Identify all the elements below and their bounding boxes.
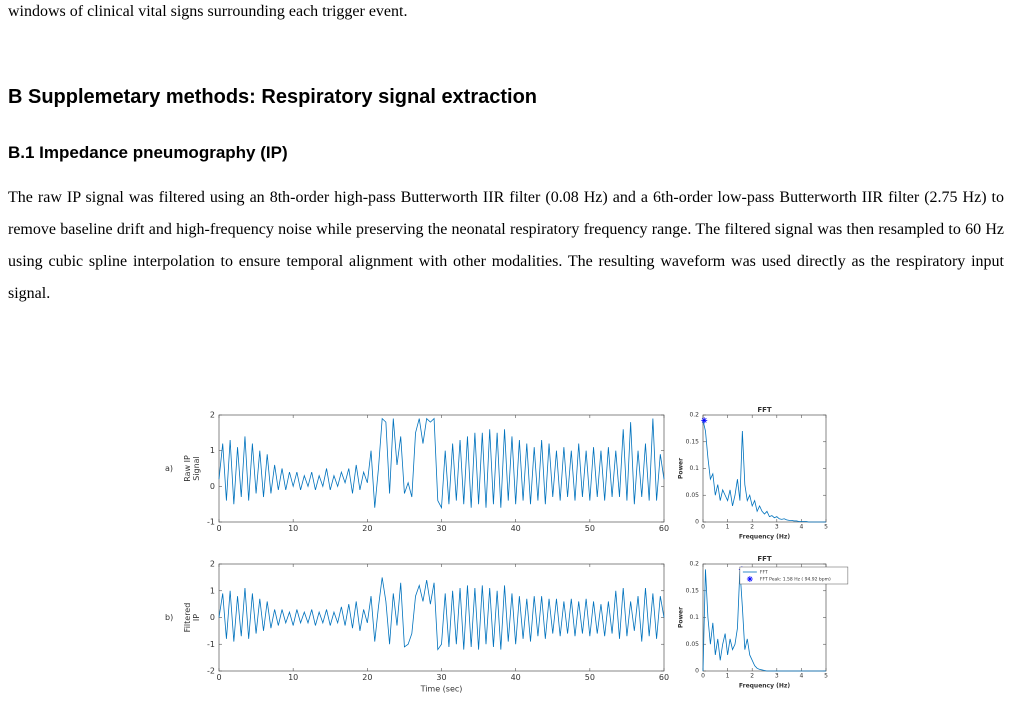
y-axis-label: Signal	[192, 456, 201, 481]
x-tick-label: 5	[824, 672, 828, 679]
peak-marker	[701, 417, 708, 424]
plot-area	[218, 563, 665, 672]
marker-stroke	[701, 417, 707, 423]
x-tick-label: 30	[436, 524, 446, 533]
x-tick-label: 1	[726, 672, 730, 679]
paragraph: The raw IP signal was filtered using an …	[8, 189, 1004, 302]
y-tick-label: -2	[207, 667, 215, 676]
x-tick-label: 3	[775, 672, 779, 679]
y-tick-label: 0.15	[686, 438, 700, 445]
x-tick-label: 3	[775, 523, 779, 530]
y-tick-label: 1	[210, 446, 215, 455]
panel-label: a)	[165, 464, 173, 473]
x-tick-label: 10	[288, 524, 298, 533]
y-tick-label: -1	[207, 518, 215, 527]
series-line	[218, 577, 665, 651]
x-tick-label: 50	[585, 673, 595, 682]
x-tick-label: 2	[750, 672, 754, 679]
y-tick-label: 0.2	[689, 561, 699, 568]
x-tick-label: 10	[288, 673, 298, 682]
x-tick-label: 4	[799, 672, 803, 679]
y-tick-label: 2	[210, 560, 215, 569]
y-tick-label: 0	[695, 519, 699, 526]
x-tick-label: 40	[511, 673, 521, 682]
series-line	[702, 569, 826, 672]
y-tick-label: -1	[207, 640, 215, 649]
x-axis-label: Frequency (Hz)	[739, 683, 790, 690]
subsection-heading: B.1 Impedance pneumography (IP)	[8, 143, 288, 162]
chart-title: FFT	[757, 406, 772, 414]
y-tick-label: 0	[695, 668, 699, 675]
y-axis-label: Power	[678, 607, 685, 628]
y-tick-label: 0.05	[686, 492, 700, 499]
series-line	[702, 420, 826, 523]
x-tick-label: 20	[362, 524, 372, 533]
x-tick-label: 20	[362, 673, 372, 682]
plot-area	[702, 414, 827, 523]
y-tick-label: 1	[210, 586, 215, 595]
lead-text: windows of clinical vital signs surround…	[8, 3, 408, 20]
x-axis-label: Frequency (Hz)	[739, 534, 790, 541]
x-tick-label: 1	[726, 523, 730, 530]
chart-title: FFT	[757, 555, 772, 563]
y-axis-label: Raw IP	[183, 455, 192, 482]
x-tick-label: 60	[659, 524, 669, 533]
x-tick-label: 2	[750, 523, 754, 530]
x-axis-label: Time (sec)	[420, 685, 463, 694]
y-tick-label: 0.15	[686, 587, 700, 594]
y-axis-label: Filtered	[183, 603, 192, 633]
legend-box	[739, 566, 849, 585]
x-tick-label: 0	[216, 673, 221, 682]
x-tick-label: 4	[799, 523, 803, 530]
series-line	[218, 417, 665, 510]
y-tick-label: 0.05	[686, 641, 700, 648]
legend-label: FFT Peak: 1.58 Hz ( 94.92 bpm)	[760, 577, 831, 583]
section-heading: B Supplemetary methods: Respiratory sign…	[8, 86, 538, 108]
panel-label: b)	[165, 613, 173, 622]
x-tick-label: 50	[585, 524, 595, 533]
marker-stroke	[747, 576, 753, 582]
legend-marker	[746, 576, 753, 582]
y-axis-label: Power	[678, 458, 685, 479]
x-tick-label: 30	[436, 673, 446, 682]
x-tick-label: 0	[701, 672, 705, 679]
x-tick-label: 0	[701, 523, 705, 530]
x-tick-label: 0	[216, 524, 221, 533]
x-tick-label: 60	[659, 673, 669, 682]
legend-label: FFT	[760, 570, 768, 576]
y-tick-label: 0.1	[689, 465, 699, 472]
y-axis-label: IP	[192, 614, 201, 621]
x-tick-label: 5	[824, 523, 828, 530]
y-tick-label: 0	[210, 613, 215, 622]
y-tick-label: 0.1	[689, 614, 699, 621]
x-tick-label: 40	[511, 524, 521, 533]
y-tick-label: 0	[210, 482, 215, 491]
y-tick-label: 0.2	[689, 412, 699, 419]
y-tick-label: 2	[210, 411, 215, 420]
